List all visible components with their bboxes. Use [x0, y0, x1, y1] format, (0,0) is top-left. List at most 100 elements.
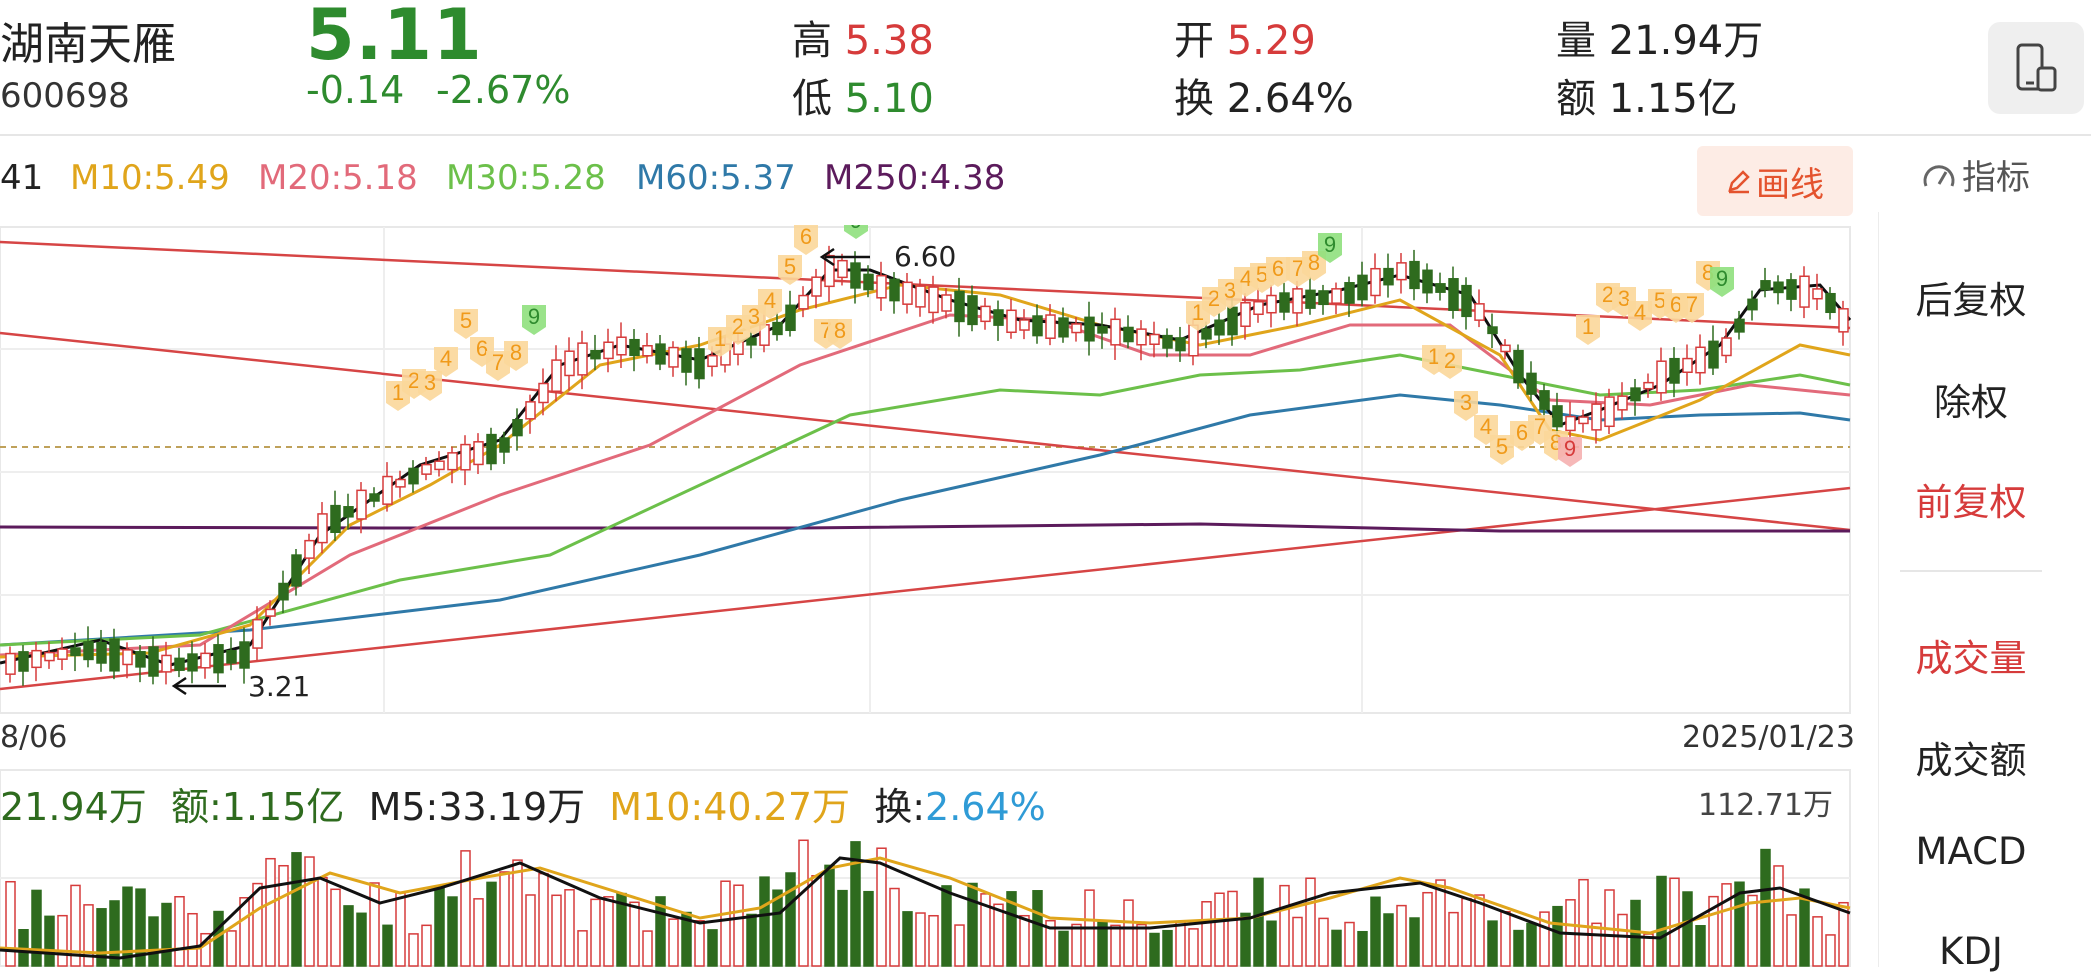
candle-body — [1838, 308, 1849, 333]
candle-body — [1318, 290, 1329, 306]
volume-chart[interactable] — [0, 768, 1852, 967]
right-side-panel — [1878, 212, 2091, 967]
volume-bar — [1370, 896, 1381, 967]
ma20-line — [0, 313, 1851, 657]
candle-body — [577, 342, 588, 376]
before-rights-option[interactable]: 前复权 — [1915, 481, 2027, 524]
candle-body — [655, 343, 666, 365]
after-rights-option[interactable]: 后复权 — [1915, 279, 2027, 322]
volume-bar — [772, 889, 783, 967]
ma10-line — [0, 283, 1851, 659]
trend-lines — [0, 240, 1851, 691]
macd-indicator-option[interactable]: MACD — [1915, 830, 2027, 873]
volume-bar — [629, 901, 640, 967]
phone-rotate-icon — [2016, 43, 2057, 92]
volume-bar — [1019, 914, 1030, 967]
kdj-indicator-option[interactable]: KDJ — [1939, 930, 2003, 973]
countdown-marker-badge — [1266, 257, 1290, 287]
volume-bar — [304, 856, 315, 967]
candle-body — [928, 286, 939, 314]
volume-bar — [1526, 922, 1537, 967]
candle-body — [343, 506, 354, 518]
countdown-marker-number: 2 — [1444, 348, 1456, 373]
kline-chart[interactable]: 1234567891234567891234567891234567891234… — [0, 225, 1852, 715]
candle-body — [1214, 319, 1225, 336]
volume-bar — [1838, 901, 1849, 967]
candle-body — [1656, 360, 1667, 394]
volume-bar — [863, 890, 874, 967]
volume-bar — [642, 930, 653, 967]
candle-body — [772, 321, 783, 336]
candle-body — [1747, 298, 1758, 311]
candle-body — [863, 273, 874, 291]
indicator-button[interactable]: 指标 — [1922, 150, 2030, 199]
low-value: 5.10 — [844, 76, 934, 122]
volume-bar — [499, 871, 510, 967]
candle-body — [1123, 326, 1134, 343]
volume-bar — [408, 933, 419, 967]
candle-body — [1825, 292, 1836, 314]
candle-body — [1136, 328, 1147, 346]
volume-indicator-option[interactable]: 成交量 — [1915, 637, 2027, 680]
candle-body — [395, 478, 406, 488]
candle-body — [239, 641, 250, 669]
candle-body — [330, 504, 341, 534]
countdown-marker-number: 1 — [1192, 300, 1204, 325]
volume-bar — [1006, 891, 1017, 967]
volume-bar — [1656, 875, 1667, 967]
amount-indicator-option[interactable]: 成交额 — [1915, 739, 2027, 782]
low-stat: 低 5.10 — [792, 66, 934, 124]
volume-bar — [694, 920, 705, 967]
volume-bar — [122, 886, 133, 967]
draw-line-button[interactable]: 画线 — [1697, 146, 1853, 216]
candle-body — [1396, 262, 1407, 281]
volume-bar — [1357, 930, 1368, 967]
candle-body — [31, 649, 42, 669]
candle-body — [1357, 274, 1368, 301]
candle-body — [590, 349, 601, 360]
volume-bar — [369, 882, 380, 967]
price-change: -0.14 — [306, 68, 405, 112]
header-divider — [0, 134, 2091, 136]
volume-bar — [1214, 892, 1225, 967]
volume-bar — [655, 896, 666, 967]
countdown-marker-badge — [828, 319, 852, 349]
candle-body — [148, 646, 159, 677]
volume-bar — [551, 894, 562, 967]
start-date-label: 8/06 — [0, 720, 68, 755]
candle-body — [1331, 288, 1342, 304]
candle-body — [1240, 302, 1251, 327]
candle-body — [1162, 334, 1173, 349]
countdown-marker-badge — [742, 305, 766, 335]
ex-rights-option[interactable]: 除权 — [1934, 381, 2008, 424]
candle-body — [356, 489, 367, 520]
countdown-marker-badge — [1628, 301, 1652, 331]
countdown-marker-number: 1 — [1428, 344, 1440, 369]
volume-bar — [1721, 883, 1732, 967]
volume-bar — [577, 930, 588, 967]
horizontal-grid — [0, 348, 1850, 596]
volume-bar — [1292, 916, 1303, 967]
countdown-marker-number: 9 — [1716, 266, 1728, 291]
countdown-marker-number: 4 — [1634, 300, 1646, 325]
volume-bar — [967, 882, 978, 967]
candle-body — [1266, 294, 1277, 314]
ma5-legend: 41 — [0, 158, 44, 198]
countdown-marker-number: 7 — [492, 350, 504, 375]
volume-bar — [798, 839, 809, 967]
volume-bar — [1682, 891, 1693, 967]
stock-name: 湖南天雁 — [0, 19, 176, 70]
volume-bar — [1773, 865, 1784, 967]
volume-bar — [83, 904, 94, 967]
volume-bar — [1669, 877, 1680, 967]
high-price-label: 6.60 — [894, 240, 956, 273]
countdown-marker-number: 7 — [1292, 256, 1304, 281]
volume-info-turnover-value: 2.64% — [925, 785, 1046, 829]
countdown-marker-number: 4 — [440, 346, 452, 371]
candle-body — [226, 650, 237, 664]
landscape-toggle-button[interactable] — [1988, 22, 2084, 114]
open-stat: 开 5.29 — [1174, 8, 1316, 66]
volume-bar — [356, 912, 367, 967]
volume-bar — [824, 864, 835, 967]
turnover-stat: 换 2.64% — [1174, 66, 1354, 124]
